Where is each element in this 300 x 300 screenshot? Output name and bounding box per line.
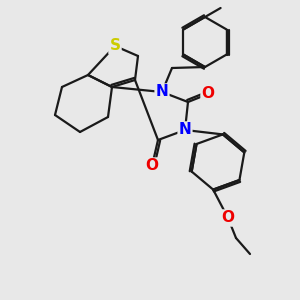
Text: S: S — [110, 38, 121, 53]
Text: O: O — [221, 211, 235, 226]
Text: O: O — [146, 158, 158, 173]
Text: N: N — [178, 122, 191, 137]
Text: N: N — [156, 85, 168, 100]
Text: O: O — [202, 86, 214, 101]
